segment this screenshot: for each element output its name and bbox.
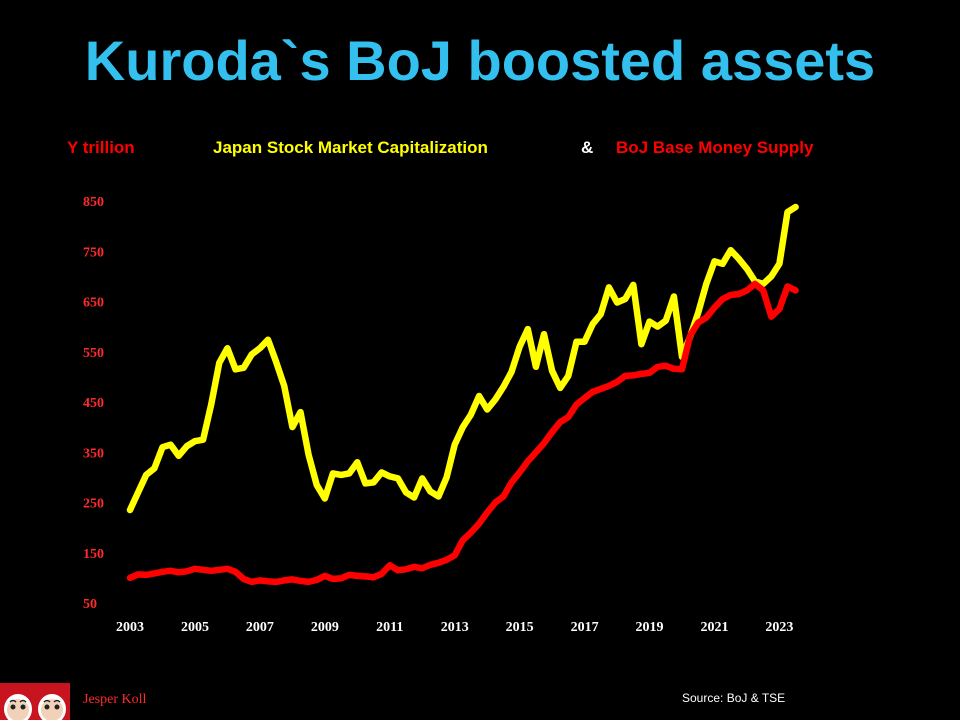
y-axis-unit-label: Y trillion — [67, 138, 135, 157]
stock-market-cap-line — [126, 203, 799, 514]
author-credit: Jesper Koll — [83, 692, 147, 707]
x-tick-label: 2017 — [571, 620, 599, 635]
boj-base-money-line — [126, 280, 799, 586]
x-tick-label: 2013 — [441, 620, 469, 635]
x-tick-label: 2009 — [311, 620, 339, 635]
daruma-logo — [0, 683, 70, 720]
legend-stock-market-cap: Japan Stock Market Capitalization — [213, 138, 488, 157]
x-tick-label: 2015 — [506, 620, 534, 635]
legend-boj-base-money: BoJ Base Money Supply — [616, 138, 814, 157]
x-tick-label: 2023 — [765, 620, 793, 635]
y-tick-label: 350 — [83, 446, 104, 461]
x-tick-label: 2005 — [181, 620, 209, 635]
x-tick-label: 2019 — [636, 620, 664, 635]
y-tick-label: 450 — [83, 396, 104, 411]
x-tick-label: 2003 — [116, 620, 144, 635]
y-tick-label: 150 — [83, 547, 104, 562]
y-tick-label: 750 — [83, 245, 104, 260]
x-tick-label: 2011 — [376, 620, 403, 635]
x-axis-ticks: 2003 2005 2007 2009 2011 2013 2015 2017 2019 2021… — [116, 620, 793, 635]
y-axis-ticks: 50 150 250 350 450 550 650 750 850 — [83, 195, 104, 612]
y-tick-label: 250 — [83, 497, 104, 512]
source-note: Source: BoJ & TSE — [682, 691, 786, 705]
series-lines — [126, 203, 799, 586]
y-tick-label: 850 — [83, 195, 104, 210]
chart-title: Kuroda`s BoJ boosted assets — [84, 29, 876, 92]
y-tick-label: 650 — [83, 296, 104, 311]
x-tick-label: 2021 — [700, 620, 728, 635]
legend-ampersand: & — [581, 138, 594, 157]
x-tick-label: 2007 — [246, 620, 274, 635]
y-tick-label: 550 — [83, 346, 104, 361]
y-tick-label: 50 — [83, 597, 97, 612]
